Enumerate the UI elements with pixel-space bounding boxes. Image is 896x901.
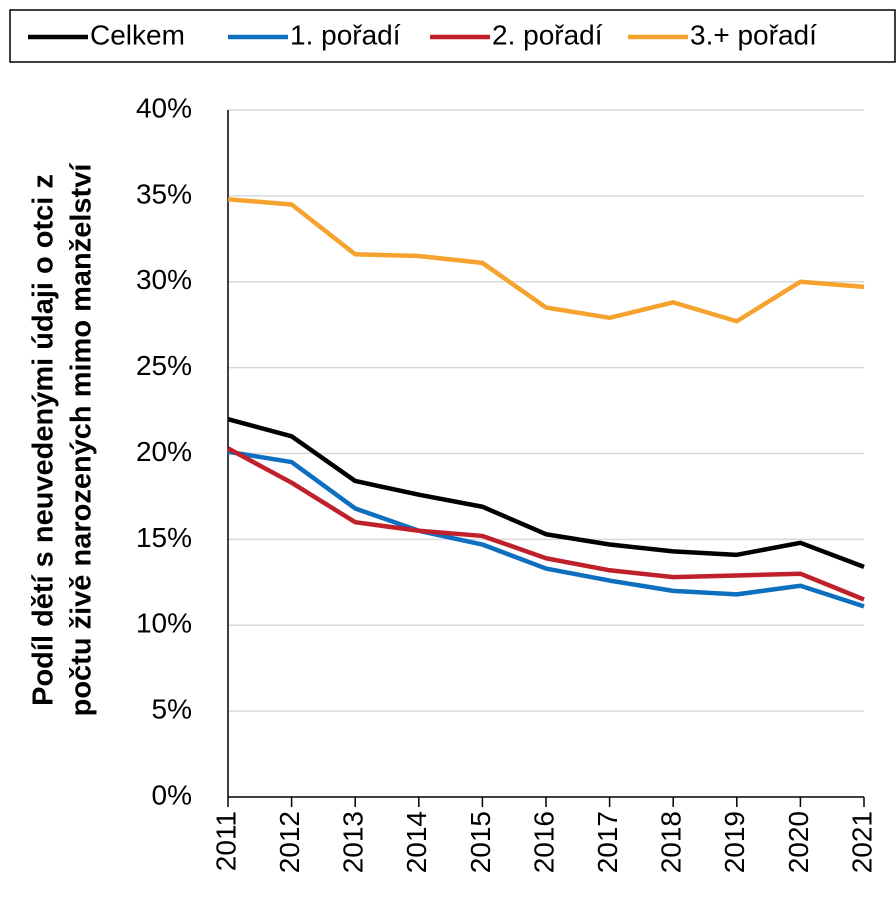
y-axis-label: počtu živě narozených mimo manželství [66, 163, 98, 717]
x-tick-label: 2019 [719, 811, 750, 873]
x-tick-label: 2020 [783, 811, 814, 873]
y-tick-label: 15% [136, 522, 192, 553]
line-series [227, 416, 865, 569]
y-tick-label: 0% [152, 779, 192, 810]
x-tick-label: 2014 [401, 811, 432, 873]
legend-label: 3.+ pořadí [690, 19, 817, 50]
y-tick-label: 20% [136, 436, 192, 467]
y-tick-label: 5% [152, 694, 192, 725]
line-series [226, 446, 865, 602]
line-series [227, 197, 865, 324]
x-tick-label: 2013 [338, 811, 369, 873]
legend-label: 1. pořadí [290, 19, 401, 50]
y-tick-label: 10% [136, 608, 192, 639]
x-tick-label: 2012 [274, 811, 305, 873]
x-tick-label: 2015 [465, 811, 496, 873]
y-tick-label: 25% [136, 350, 192, 381]
legend-box [9, 9, 896, 63]
x-tick-label: 2016 [528, 811, 559, 873]
y-tick-label: 30% [136, 264, 192, 295]
line-series [227, 449, 865, 609]
legend-label: Celkem [90, 19, 185, 50]
x-tick-label: 2018 [656, 811, 687, 873]
y-tick-label: 40% [136, 92, 192, 123]
x-tick-label: 2017 [592, 811, 623, 873]
x-tick-label: 2011 [210, 811, 241, 871]
y-axis-label: Podíl dětí s neuvedenými údaji o otci z [28, 174, 60, 706]
y-tick-label: 35% [136, 178, 192, 209]
x-tick-label: 2021 [846, 811, 877, 873]
legend-label: 2. pořadí [492, 19, 603, 50]
